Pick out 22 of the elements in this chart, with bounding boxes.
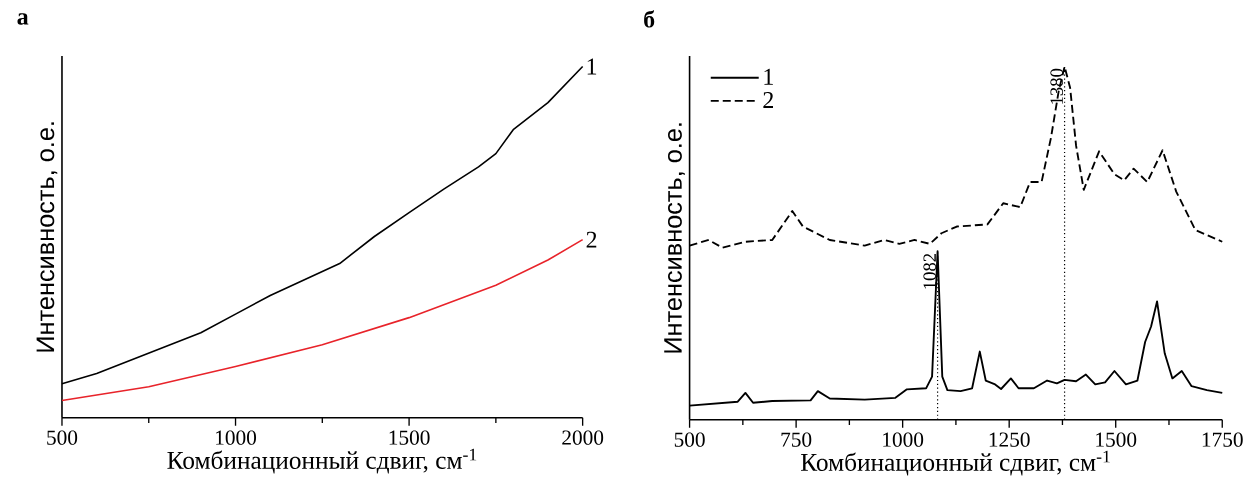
chart-title: б [644, 10, 655, 28]
ref-line-label: 1082 [923, 254, 936, 289]
y-axis-title: Интенсивность, о.е. [36, 122, 58, 352]
x-tick-label: 500 [47, 430, 78, 445]
legend-label: 2 [763, 92, 773, 109]
x-tick-label: 750 [781, 432, 812, 447]
x-axis-title: Комбинационный сдвиг, см$^{-1}$ [167, 448, 477, 474]
x-tick-label: 1750 [1202, 432, 1243, 447]
x-axis-title: Комбинационный сдвиг, см$^{-1}$ [801, 450, 1110, 476]
x-tick-label: 1250 [989, 432, 1030, 447]
x-tick-label: 1500 [389, 430, 430, 445]
series-label: 1 [587, 58, 597, 75]
x-tick-label: 2000 [562, 430, 604, 445]
chart-title: а [17, 13, 29, 25]
x-tick-label: 500 [674, 432, 705, 447]
x-tick-label: 1000 [216, 430, 257, 445]
x-tick-label: 1500 [1096, 432, 1137, 447]
x-tick-label: 1000 [883, 432, 924, 447]
legend-label: 1 [764, 68, 773, 85]
series-label: 2 [586, 231, 597, 248]
y-axis-title: Интенсивность, о.е. [664, 123, 685, 353]
ref-line-label: 1380 [1050, 69, 1063, 104]
